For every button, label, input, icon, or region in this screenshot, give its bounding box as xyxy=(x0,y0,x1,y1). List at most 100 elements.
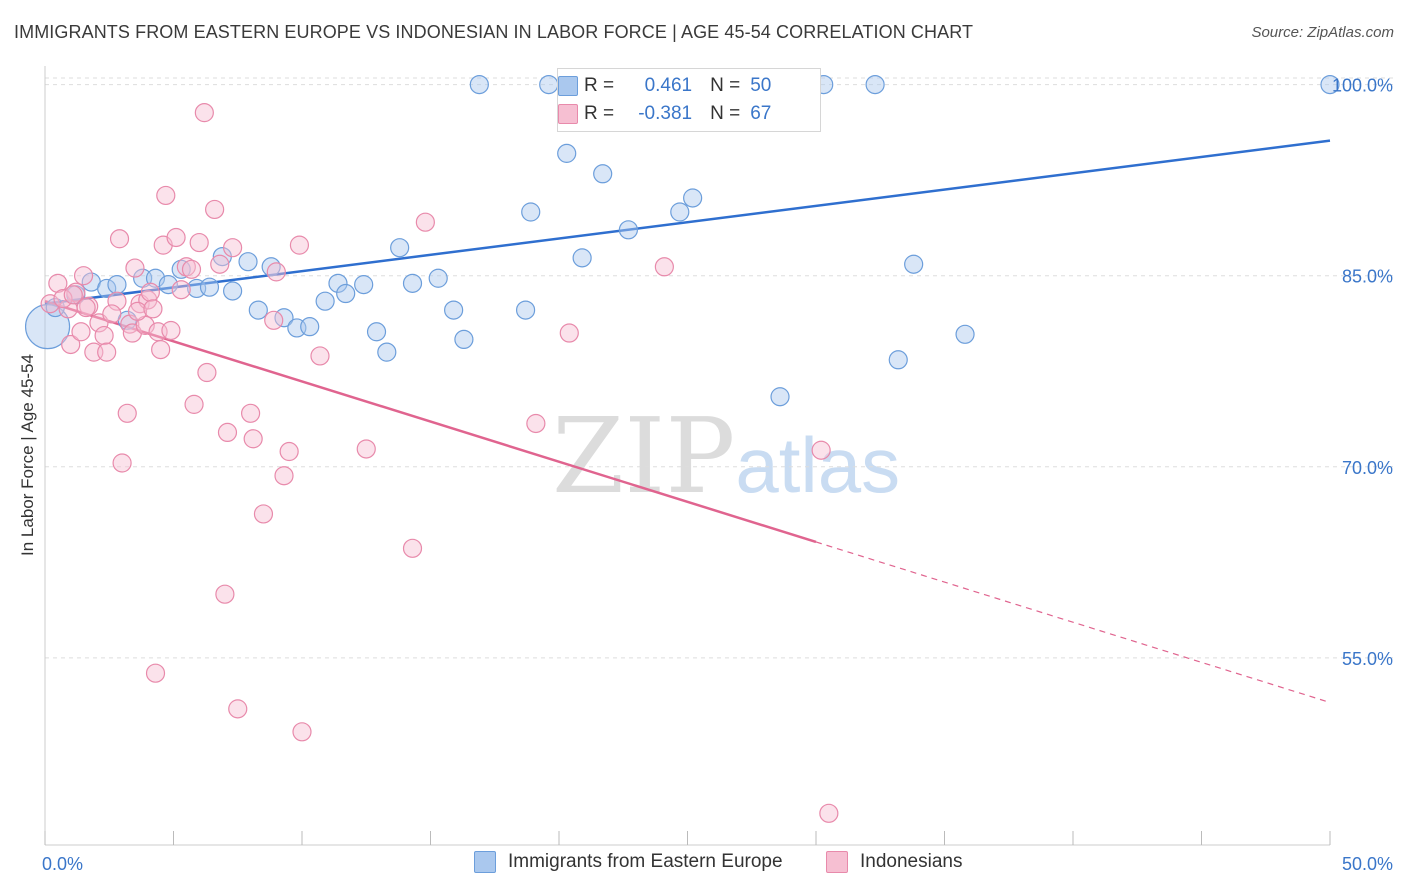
axes xyxy=(44,66,1331,846)
point-indonesians xyxy=(61,334,81,355)
point-indonesians xyxy=(125,258,145,278)
legend-item-indonesians[interactable]: Indonesians xyxy=(826,851,962,873)
point-indonesians xyxy=(40,294,60,314)
point-indonesians xyxy=(215,584,235,604)
point-indonesians xyxy=(48,273,68,293)
point-eastern-europe xyxy=(593,164,613,184)
data-points xyxy=(24,74,1340,823)
point-eastern-europe xyxy=(402,273,423,293)
legend-label: Indonesians xyxy=(860,851,963,872)
point-indonesians xyxy=(253,504,274,524)
point-indonesians xyxy=(279,441,299,462)
point-indonesians xyxy=(140,282,160,302)
n-label: N = xyxy=(710,103,741,124)
point-eastern-europe xyxy=(670,202,690,222)
grid xyxy=(45,77,1395,659)
point-eastern-europe xyxy=(238,252,258,272)
stats-row-blue: R = 0.461 N = 50 xyxy=(558,73,772,99)
point-indonesians xyxy=(241,403,261,423)
y-tick-label: 55.0% xyxy=(1342,649,1393,669)
point-indonesians xyxy=(210,254,230,274)
point-indonesians xyxy=(107,291,127,311)
point-eastern-europe xyxy=(366,322,387,342)
point-eastern-europe xyxy=(454,329,474,349)
x-tick-label: 50.0% xyxy=(1342,854,1393,874)
point-indonesians xyxy=(559,323,579,343)
point-eastern-europe xyxy=(428,268,448,288)
point-indonesians xyxy=(194,103,214,123)
series-legend: Immigrants from Eastern Europe Indonesia… xyxy=(0,851,1406,877)
y-tick-label: 85.0% xyxy=(1342,267,1393,287)
point-eastern-europe xyxy=(904,254,924,274)
point-eastern-europe xyxy=(539,74,559,95)
trendline-eastern-europe xyxy=(44,139,1331,305)
point-indonesians xyxy=(97,342,117,362)
point-indonesians xyxy=(217,422,238,443)
point-indonesians xyxy=(243,429,263,449)
point-indonesians xyxy=(63,285,83,305)
point-indonesians xyxy=(184,394,204,414)
point-indonesians xyxy=(197,362,217,383)
point-indonesians xyxy=(117,403,137,423)
point-indonesians xyxy=(526,413,546,434)
pink-swatch xyxy=(826,851,848,873)
point-indonesians xyxy=(415,212,435,232)
y-tick-label: 100.0% xyxy=(1332,76,1393,96)
point-eastern-europe xyxy=(171,259,191,279)
point-indonesians xyxy=(166,227,186,248)
point-indonesians xyxy=(71,322,91,342)
y-tick-label: 70.0% xyxy=(1342,458,1393,478)
n-label: N = xyxy=(710,75,741,96)
chart-title: IMMIGRANTS FROM EASTERN EUROPE VS INDONE… xyxy=(14,22,974,42)
point-eastern-europe xyxy=(199,277,220,297)
point-indonesians xyxy=(73,266,94,286)
point-indonesians xyxy=(266,262,286,282)
source-label: Source: ZipAtlas.com xyxy=(1251,24,1394,41)
point-indonesians xyxy=(811,440,831,460)
blue-swatch xyxy=(558,76,578,96)
stats-legend: R = 0.461 N = 50 R = -0.381 N = 67 xyxy=(557,68,821,132)
blue-swatch xyxy=(474,851,496,873)
point-eastern-europe xyxy=(300,317,320,337)
point-eastern-europe xyxy=(261,257,281,277)
point-eastern-europe xyxy=(97,278,117,299)
point-indonesians xyxy=(76,297,96,318)
point-eastern-europe xyxy=(158,275,178,295)
point-indonesians xyxy=(151,339,171,360)
r-value: 0.461 xyxy=(644,75,693,96)
point-indonesians xyxy=(143,299,163,319)
stats-row-pink: R = -0.381 N = 67 xyxy=(558,101,772,127)
point-eastern-europe xyxy=(865,74,885,95)
point-eastern-europe xyxy=(223,281,243,301)
trendline-indonesians-extrapolated xyxy=(815,541,1331,704)
point-indonesians xyxy=(102,304,122,324)
point-eastern-europe xyxy=(377,342,397,362)
point-eastern-europe xyxy=(770,387,790,407)
pink-swatch xyxy=(558,104,578,124)
point-eastern-europe xyxy=(248,300,268,320)
point-indonesians xyxy=(228,699,248,719)
point-indonesians xyxy=(310,346,330,366)
n-value: 50 xyxy=(750,75,772,96)
point-indonesians xyxy=(127,301,148,321)
n-value: 67 xyxy=(750,103,772,124)
point-eastern-europe xyxy=(618,220,638,240)
point-eastern-europe xyxy=(469,74,489,95)
point-indonesians xyxy=(53,289,73,309)
point-indonesians xyxy=(819,803,839,823)
r-label: R = xyxy=(584,103,615,124)
point-eastern-europe xyxy=(444,300,464,320)
point-indonesians xyxy=(181,259,202,279)
trendlines xyxy=(44,139,1331,704)
point-eastern-europe xyxy=(107,275,127,295)
point-indonesians xyxy=(176,257,196,277)
legend-label: Immigrants from Eastern Europe xyxy=(508,851,783,872)
point-indonesians xyxy=(189,232,209,253)
x-tick-label: 0.0% xyxy=(42,854,83,874)
point-eastern-europe xyxy=(572,248,592,268)
tick-labels: 55.0% 70.0% 85.0% 100.0% 0.0% 50.0% xyxy=(42,76,1393,874)
point-eastern-europe xyxy=(557,143,577,163)
legend-item-eastern-europe[interactable]: Immigrants from Eastern Europe xyxy=(474,851,783,873)
point-indonesians xyxy=(161,320,181,341)
